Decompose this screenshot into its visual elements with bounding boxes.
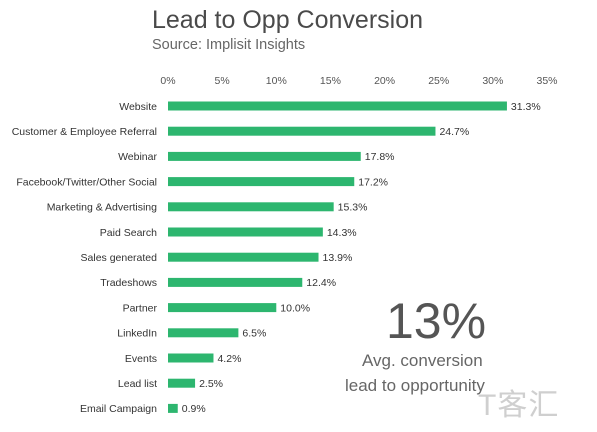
bar: [168, 378, 196, 388]
category-label: Partner: [123, 302, 158, 314]
chart-title: Lead to Opp Conversion: [152, 6, 424, 34]
callout-line-1: Avg. conversion: [362, 351, 483, 370]
value-label: 13.9%: [323, 252, 353, 264]
x-tick-label: 30%: [482, 75, 503, 87]
callout-value: 13%: [386, 293, 487, 349]
value-label: 0.9%: [182, 403, 206, 415]
value-label: 17.8%: [365, 151, 395, 163]
x-tick-label: 0%: [160, 75, 175, 87]
value-label: 12.4%: [306, 277, 336, 289]
category-label: Facebook/Twitter/Other Social: [16, 176, 157, 188]
chart-subtitle: Source: Implisit Insights: [152, 37, 306, 53]
value-label: 17.2%: [358, 176, 388, 188]
category-label: LinkedIn: [117, 328, 157, 340]
bar: [168, 126, 436, 136]
value-label: 14.3%: [327, 227, 357, 239]
value-label: 4.2%: [217, 353, 241, 365]
bar: [168, 202, 334, 212]
bar: [168, 328, 239, 338]
category-label: Webinar: [118, 151, 157, 163]
bar: [168, 403, 178, 413]
x-tick-label: 35%: [536, 75, 557, 87]
watermark: T客汇: [478, 389, 560, 422]
value-label: 24.7%: [439, 126, 469, 138]
value-label: 31.3%: [511, 101, 541, 113]
x-tick-label: 15%: [320, 75, 341, 87]
value-labels: 31.3% 24.7% 17.8% 17.2% 15.3% 14.3% 13.9% 12.4%…: [182, 101, 541, 415]
bar: [168, 151, 361, 161]
category-label: Marketing & Advertising: [47, 202, 157, 214]
category-label: Lead list: [118, 378, 157, 390]
category-label: Events: [125, 353, 157, 365]
x-tick-label: 20%: [374, 75, 395, 87]
value-label: 15.3%: [338, 202, 368, 214]
category-label: Email Campaign: [80, 403, 157, 415]
x-tick-label: 5%: [215, 75, 230, 87]
bar: [168, 227, 323, 237]
value-label: 2.5%: [199, 378, 223, 390]
category-labels: Website Customer & Employee Referral Webin…: [12, 101, 158, 415]
value-label: 6.5%: [242, 328, 266, 340]
value-label: 10.0%: [280, 302, 310, 314]
bar: [168, 303, 277, 313]
category-label: Paid Search: [100, 227, 157, 239]
bar: [168, 101, 507, 111]
category-label: Website: [119, 101, 157, 113]
category-label: Tradeshows: [100, 277, 157, 289]
bars: [168, 101, 507, 413]
category-label: Customer & Employee Referral: [12, 126, 157, 138]
bar: [168, 177, 355, 187]
bar: [168, 277, 303, 287]
x-axis-ticks: 0% 5% 10% 15% 20% 25% 30% 35%: [160, 75, 557, 87]
category-label: Sales generated: [81, 252, 158, 264]
x-tick-label: 25%: [428, 75, 449, 87]
bar: [168, 252, 319, 262]
x-tick-label: 10%: [266, 75, 287, 87]
callout-line-2: lead to opportunity: [345, 376, 485, 395]
bar: [168, 353, 214, 363]
